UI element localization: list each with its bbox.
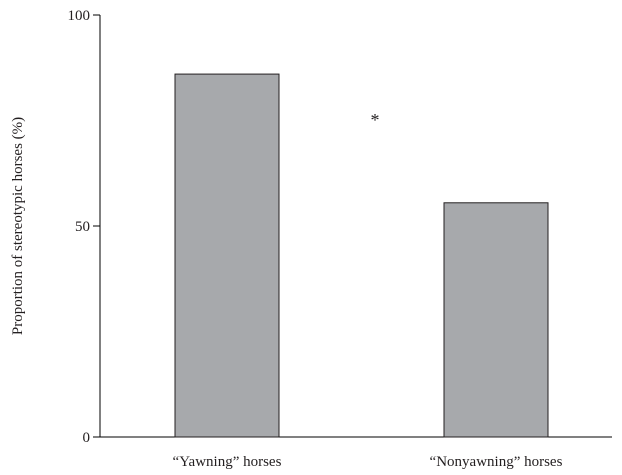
bars (174, 73, 549, 438)
category-labels: “Yawning” horses “Nonyawning” horses (173, 454, 563, 470)
y-tick-label: 0 (83, 430, 91, 446)
category-label-1: “Nonyawning” horses (430, 454, 563, 470)
y-axis-label: Proportion of stereotypic horses (%) (10, 117, 26, 335)
category-label-0: “Yawning” horses (173, 454, 282, 470)
y-ticks: 0 50 100 (68, 8, 100, 446)
bar-1 (443, 202, 549, 438)
significance-asterisk: * (371, 110, 380, 130)
y-tick-label: 100 (68, 8, 91, 24)
bar-0 (174, 73, 280, 438)
y-tick-label: 50 (75, 219, 90, 235)
